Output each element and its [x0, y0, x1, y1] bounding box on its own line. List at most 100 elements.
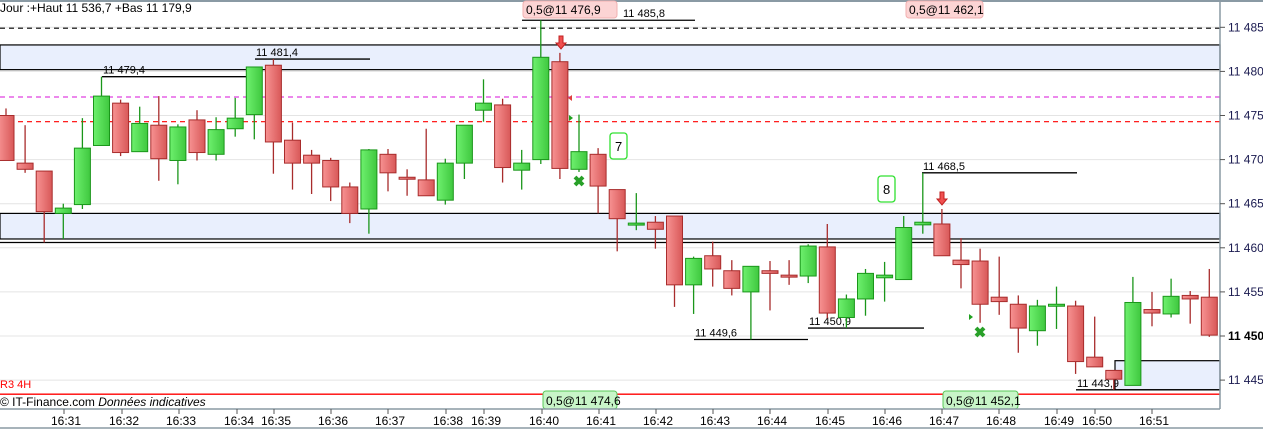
- x-tick-label: 16:44: [757, 414, 787, 428]
- candle-body: [589, 153, 607, 187]
- x-tick-label: 16:40: [529, 414, 559, 428]
- bearish-candle: [1086, 316, 1104, 368]
- candle-body: [245, 66, 263, 116]
- bearish-candle: [417, 128, 435, 197]
- candle-body: [475, 102, 492, 111]
- y-tick-label: 11 480: [1228, 64, 1263, 78]
- candle-body: [1067, 305, 1085, 363]
- candle-body: [1162, 295, 1180, 315]
- bullish-candle: [876, 261, 894, 302]
- x-tick-label: 16:48: [986, 414, 1016, 428]
- bearish-candle: [971, 248, 989, 323]
- swing-level-label: 11 450,9: [809, 316, 851, 328]
- green-x-marker-icon: [974, 326, 986, 338]
- bullish-candle: [455, 124, 473, 180]
- candle-body: [990, 296, 1008, 303]
- candle-body: [131, 122, 149, 153]
- candle-body: [417, 179, 435, 197]
- candle-body: [1009, 303, 1027, 329]
- candle-body: [876, 274, 894, 279]
- bullish-candle: [245, 66, 263, 140]
- bearish-candle: [16, 125, 34, 173]
- bullish-candle: [685, 256, 703, 314]
- candle-body: [952, 259, 970, 266]
- bearish-candle: [1181, 291, 1199, 324]
- candle-body: [54, 207, 72, 214]
- swing-level-label: 11 449,6: [695, 328, 737, 340]
- x-tick-label: 16:41: [586, 414, 616, 428]
- candle-body: [150, 124, 168, 160]
- sell-order-tag-label: 0,5@11 462,1: [909, 3, 984, 17]
- bullish-candle: [131, 106, 149, 153]
- candle-body: [685, 257, 703, 286]
- bearish-candle: [341, 182, 359, 224]
- bearish-candle: [1105, 369, 1123, 390]
- sell-order-tag: [905, 0, 984, 19]
- candle-body: [398, 176, 416, 180]
- bullish-candle: [799, 244, 817, 284]
- candle-body: [0, 115, 15, 161]
- bearish-candle: [780, 260, 798, 285]
- green-x-marker-icon: [573, 175, 585, 187]
- bullish-candle: [436, 158, 454, 205]
- candle-body: [857, 272, 874, 300]
- candle-body: [322, 159, 340, 188]
- copyright-notice: © IT-Finance.com Données indicatives: [0, 395, 206, 409]
- bearish-candle: [379, 149, 397, 192]
- bearish-candle: [112, 99, 130, 157]
- candle-body: [455, 124, 473, 164]
- candle-body: [207, 129, 225, 155]
- buy-order-tag-label: 0,5@11 452,1: [946, 394, 1021, 408]
- bullish-candle: [73, 118, 91, 209]
- bearish-candle: [666, 215, 683, 307]
- x-tick-label: 16:46: [872, 414, 902, 428]
- bullish-candle: [742, 265, 760, 340]
- bearish-candle: [35, 170, 53, 243]
- right-triangle-marker-icon: [969, 314, 973, 320]
- sell-order-tag-label: 0,5@11 476,9: [526, 3, 601, 17]
- swing-level-label: 11 485,8: [623, 8, 665, 20]
- disclaimer-text: Données indicatives: [98, 395, 206, 409]
- candle-body: [723, 270, 741, 289]
- bullish-candle: [1048, 286, 1065, 329]
- candle-body: [837, 298, 855, 318]
- candle-body: [1143, 309, 1161, 314]
- bearish-candle: [264, 59, 282, 174]
- bearish-candle: [933, 208, 951, 257]
- candle-body: [761, 270, 779, 274]
- buy-order-tag-label: 0,5@11 474,6: [546, 394, 621, 408]
- bullish-candle: [207, 117, 225, 161]
- bullish-candle: [1162, 278, 1180, 318]
- bearish-candle: [1009, 295, 1027, 353]
- x-tick-label: 16:45: [815, 414, 845, 428]
- candle-body: [93, 95, 110, 146]
- candle-body: [379, 153, 397, 174]
- candle-body: [73, 147, 91, 206]
- y-tick-label: 11 465: [1228, 197, 1263, 211]
- candle-body: [1200, 296, 1218, 336]
- count-badge: [877, 175, 896, 203]
- candle-body: [1105, 369, 1123, 380]
- candle-body: [513, 162, 531, 171]
- x-tick-label: 16:36: [318, 414, 348, 428]
- bearish-candle: [1067, 300, 1085, 374]
- bearish-candle: [1200, 268, 1218, 337]
- x-tick-label: 16:38: [433, 414, 463, 428]
- candle-body: [895, 227, 913, 281]
- sell-order-tag: [522, 0, 618, 19]
- daily-high-low-header: Jour :+Haut 11 536,7 +Bas 11 179,9: [0, 1, 192, 15]
- bearish-candle: [704, 241, 722, 287]
- x-tick-label: 16:49: [1044, 414, 1074, 428]
- candle-body: [704, 255, 722, 270]
- y-tick-label: 11 470: [1228, 153, 1263, 167]
- candle-body: [570, 151, 588, 170]
- x-tick-label: 16:51: [1139, 414, 1169, 428]
- bullish-candle: [837, 294, 855, 329]
- candle-body: [780, 274, 798, 278]
- bullish-candle: [1028, 299, 1046, 346]
- candle-body: [226, 117, 244, 130]
- bullish-candle: [93, 76, 110, 146]
- candle-body: [742, 265, 760, 293]
